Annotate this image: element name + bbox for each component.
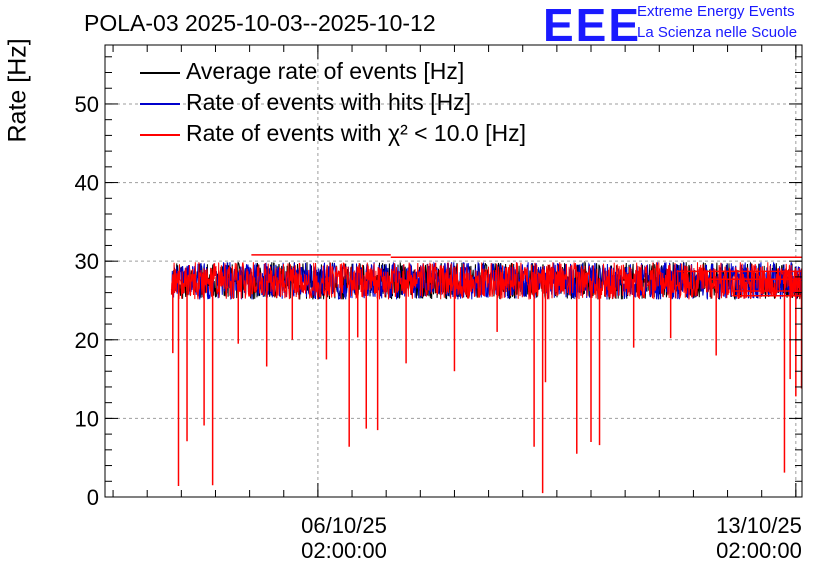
plot-area xyxy=(170,254,803,494)
y-tick-label: 10 xyxy=(75,406,99,431)
x-tick-label-1-date: 13/10/25 xyxy=(716,513,802,538)
legend-swatch-hits xyxy=(140,103,180,105)
brand-line-2: La Scienza nelle Scuole xyxy=(637,24,798,41)
x-tick-label-0-date: 06/10/25 xyxy=(301,513,387,538)
y-tick-label: 0 xyxy=(87,485,99,510)
axes-frame: 0 10 20 30 40 50 xyxy=(75,44,803,510)
legend-swatch-average xyxy=(140,72,180,74)
legend-label-average: Average rate of events [Hz] xyxy=(186,58,465,84)
legend-label-chi2: Rate of events with χ² < 10.0 [Hz] xyxy=(186,120,526,146)
y-tick-label: 30 xyxy=(75,249,99,274)
chart-title: POLA-03 2025-10-03--2025-10-12 xyxy=(84,10,436,36)
series-line-2 xyxy=(170,262,803,300)
x-tick-label-1-time: 02:00:00 xyxy=(716,538,802,563)
brand-line-1: Extreme Energy Events xyxy=(637,3,795,20)
legend-swatch-chi2 xyxy=(140,134,180,136)
legend-label-hits: Rate of events with hits [Hz] xyxy=(186,89,472,115)
grid-lines xyxy=(105,45,802,497)
plot-frame xyxy=(104,44,803,498)
eee-logo: EEE xyxy=(543,0,642,51)
y-tick-label: 50 xyxy=(75,92,99,117)
y-tick-label: 40 xyxy=(75,171,99,196)
x-tick-label-0-time: 02:00:00 xyxy=(301,538,387,563)
y-tick-label: 20 xyxy=(75,328,99,353)
